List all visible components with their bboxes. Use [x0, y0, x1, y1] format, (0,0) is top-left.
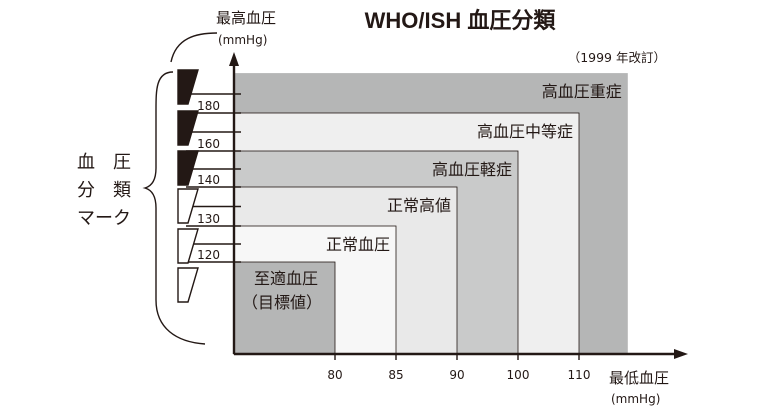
x-tick-label-80: 80 [327, 368, 342, 382]
y-tick-label-140: 140 [197, 173, 220, 187]
x-tick-label-85: 85 [388, 368, 403, 382]
zone-label-6: 至適血圧 [254, 269, 318, 288]
x-tick-label-100: 100 [507, 368, 530, 382]
y-tick-label-130: 130 [197, 212, 220, 226]
zone-label-3: 高血圧軽症 [432, 160, 512, 179]
marker-5 [177, 228, 199, 264]
zone-label-1: 高血圧重症 [542, 82, 622, 101]
marker-3 [177, 150, 199, 186]
y-axis-arrow [229, 52, 239, 66]
marker-legend-line-1: 血 圧 [77, 152, 131, 173]
chart-subtitle: （1999 年改訂） [568, 50, 666, 65]
y-label-brace [170, 32, 218, 63]
chart-title: WHO/ISH 血圧分類 [365, 8, 557, 33]
ticks-layer: 120 130 140 160 180 80 85 90 100 110 [186, 93, 591, 382]
marker-1 [177, 69, 199, 105]
marker-legend-line-2: 分 類 [77, 180, 131, 201]
marker-group-brace [142, 71, 206, 345]
zones-layer [233, 73, 628, 355]
axes-layer [229, 52, 688, 359]
x-axis-arrow [674, 349, 688, 359]
y-axis-label: 最高血圧 [216, 9, 276, 27]
marker-legend-line-3: マーク [77, 208, 131, 229]
y-axis-unit: (mmHg) [218, 33, 267, 47]
y-tick-label-180: 180 [197, 99, 220, 113]
x-tick-label-110: 110 [568, 368, 591, 382]
marker-column [142, 32, 218, 345]
y-tick-label-160: 160 [197, 137, 220, 151]
x-axis-label: 最低血圧 [609, 369, 669, 387]
marker-2 [177, 110, 199, 146]
zone-label-4: 正常高値 [387, 196, 451, 215]
marker-6 [177, 267, 199, 303]
x-tick-label-90: 90 [449, 368, 464, 382]
marker-4 [177, 188, 199, 224]
y-tick-label-120: 120 [197, 248, 220, 262]
x-axis-unit: (mmHg) [611, 392, 660, 406]
zone-label-2: 高血圧中等症 [477, 122, 573, 141]
zone-sublabel-6: （目標値） [242, 293, 322, 312]
zone-label-5: 正常血圧 [326, 235, 390, 254]
